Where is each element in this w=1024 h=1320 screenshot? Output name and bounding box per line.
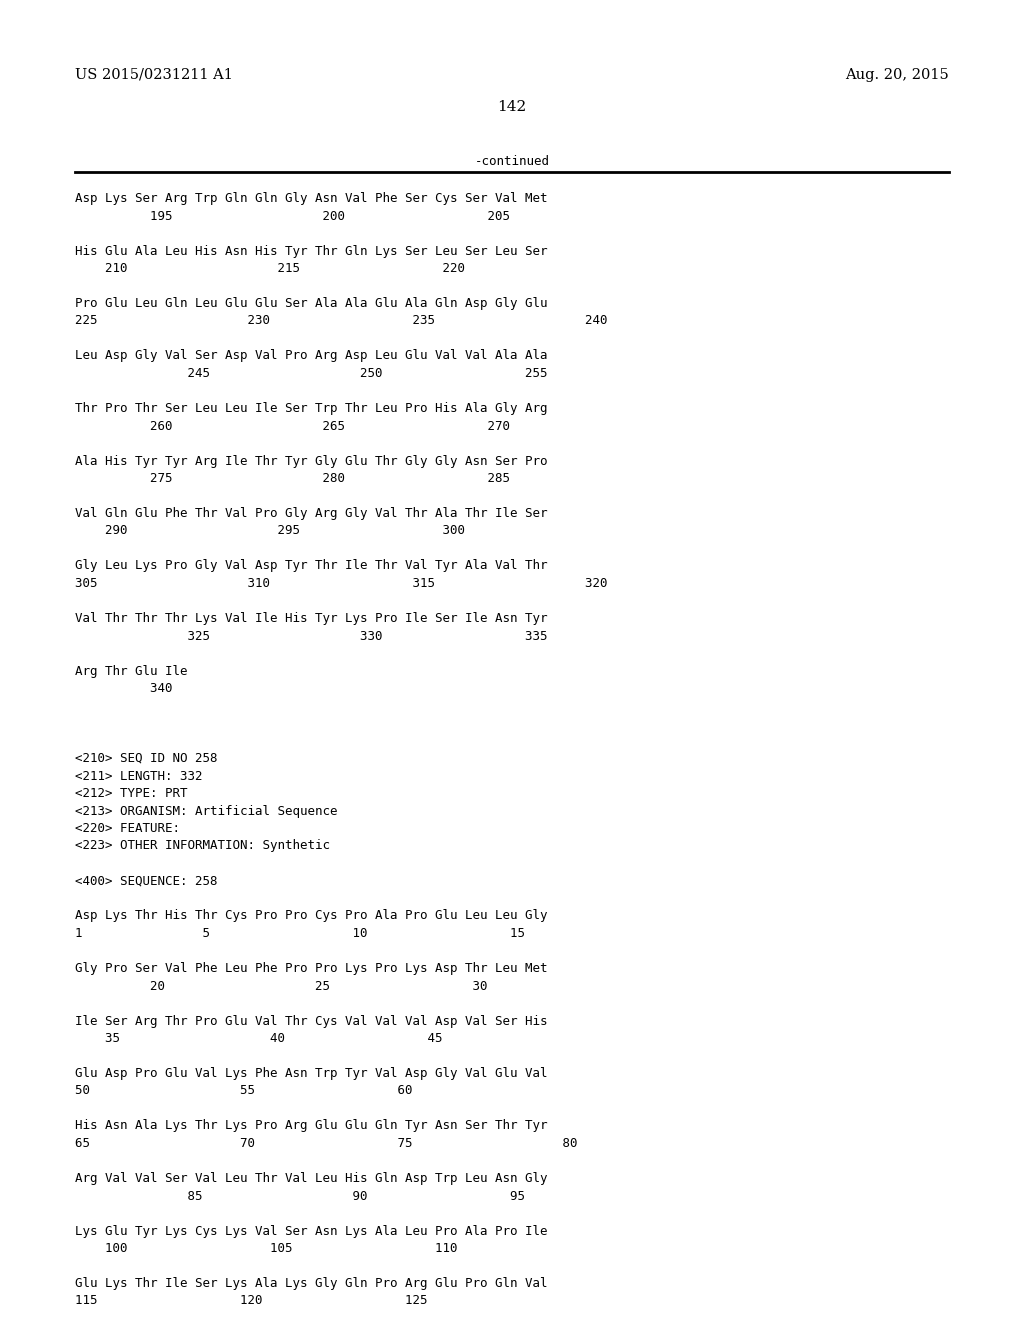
- Text: <213> ORGANISM: Artificial Sequence: <213> ORGANISM: Artificial Sequence: [75, 804, 338, 817]
- Text: 245                    250                   255: 245 250 255: [75, 367, 548, 380]
- Text: 195                    200                   205: 195 200 205: [75, 210, 510, 223]
- Text: <210> SEQ ID NO 258: <210> SEQ ID NO 258: [75, 752, 217, 766]
- Text: 50                    55                   60: 50 55 60: [75, 1085, 413, 1097]
- Text: <223> OTHER INFORMATION: Synthetic: <223> OTHER INFORMATION: Synthetic: [75, 840, 330, 853]
- Text: 290                    295                   300: 290 295 300: [75, 524, 465, 537]
- Text: 225                    230                   235                    240: 225 230 235 240: [75, 314, 607, 327]
- Text: Ile Ser Arg Thr Pro Glu Val Thr Cys Val Val Val Asp Val Ser His: Ile Ser Arg Thr Pro Glu Val Thr Cys Val …: [75, 1015, 548, 1027]
- Text: 275                    280                   285: 275 280 285: [75, 473, 510, 484]
- Text: 325                    330                   335: 325 330 335: [75, 630, 548, 643]
- Text: <211> LENGTH: 332: <211> LENGTH: 332: [75, 770, 203, 783]
- Text: Arg Val Val Ser Val Leu Thr Val Leu His Gln Asp Trp Leu Asn Gly: Arg Val Val Ser Val Leu Thr Val Leu His …: [75, 1172, 548, 1185]
- Text: <220> FEATURE:: <220> FEATURE:: [75, 822, 180, 836]
- Text: 20                    25                   30: 20 25 30: [75, 979, 487, 993]
- Text: Gly Pro Ser Val Phe Leu Phe Pro Pro Lys Pro Lys Asp Thr Leu Met: Gly Pro Ser Val Phe Leu Phe Pro Pro Lys …: [75, 962, 548, 975]
- Text: Leu Asp Gly Val Ser Asp Val Pro Arg Asp Leu Glu Val Val Ala Ala: Leu Asp Gly Val Ser Asp Val Pro Arg Asp …: [75, 350, 548, 363]
- Text: Arg Thr Glu Ile: Arg Thr Glu Ile: [75, 664, 187, 677]
- Text: His Glu Ala Leu His Asn His Tyr Thr Gln Lys Ser Leu Ser Leu Ser: His Glu Ala Leu His Asn His Tyr Thr Gln …: [75, 244, 548, 257]
- Text: Asp Lys Ser Arg Trp Gln Gln Gly Asn Val Phe Ser Cys Ser Val Met: Asp Lys Ser Arg Trp Gln Gln Gly Asn Val …: [75, 191, 548, 205]
- Text: 305                    310                   315                    320: 305 310 315 320: [75, 577, 607, 590]
- Text: Val Thr Thr Thr Lys Val Ile His Tyr Lys Pro Ile Ser Ile Asn Tyr: Val Thr Thr Thr Lys Val Ile His Tyr Lys …: [75, 612, 548, 624]
- Text: <400> SEQUENCE: 258: <400> SEQUENCE: 258: [75, 874, 217, 887]
- Text: 35                    40                   45: 35 40 45: [75, 1032, 442, 1045]
- Text: 260                    265                   270: 260 265 270: [75, 420, 510, 433]
- Text: Thr Pro Thr Ser Leu Leu Ile Ser Trp Thr Leu Pro His Ala Gly Arg: Thr Pro Thr Ser Leu Leu Ile Ser Trp Thr …: [75, 403, 548, 414]
- Text: US 2015/0231211 A1: US 2015/0231211 A1: [75, 69, 232, 82]
- Text: 85                    90                   95: 85 90 95: [75, 1189, 525, 1203]
- Text: Gly Leu Lys Pro Gly Val Asp Tyr Thr Ile Thr Val Tyr Ala Val Thr: Gly Leu Lys Pro Gly Val Asp Tyr Thr Ile …: [75, 560, 548, 573]
- Text: 65                    70                   75                    80: 65 70 75 80: [75, 1137, 578, 1150]
- Text: 142: 142: [498, 100, 526, 114]
- Text: 340: 340: [75, 682, 172, 696]
- Text: Glu Lys Thr Ile Ser Lys Ala Lys Gly Gln Pro Arg Glu Pro Gln Val: Glu Lys Thr Ile Ser Lys Ala Lys Gly Gln …: [75, 1276, 548, 1290]
- Text: Asp Lys Thr His Thr Cys Pro Pro Cys Pro Ala Pro Glu Leu Leu Gly: Asp Lys Thr His Thr Cys Pro Pro Cys Pro …: [75, 909, 548, 923]
- Text: Aug. 20, 2015: Aug. 20, 2015: [845, 69, 949, 82]
- Text: 100                   105                   110: 100 105 110: [75, 1242, 458, 1255]
- Text: Glu Asp Pro Glu Val Lys Phe Asn Trp Tyr Val Asp Gly Val Glu Val: Glu Asp Pro Glu Val Lys Phe Asn Trp Tyr …: [75, 1067, 548, 1080]
- Text: His Asn Ala Lys Thr Lys Pro Arg Glu Glu Gln Tyr Asn Ser Thr Tyr: His Asn Ala Lys Thr Lys Pro Arg Glu Glu …: [75, 1119, 548, 1133]
- Text: 210                    215                   220: 210 215 220: [75, 261, 465, 275]
- Text: 115                   120                   125: 115 120 125: [75, 1295, 427, 1308]
- Text: Val Gln Glu Phe Thr Val Pro Gly Arg Gly Val Thr Ala Thr Ile Ser: Val Gln Glu Phe Thr Val Pro Gly Arg Gly …: [75, 507, 548, 520]
- Text: <212> TYPE: PRT: <212> TYPE: PRT: [75, 787, 187, 800]
- Text: Lys Glu Tyr Lys Cys Lys Val Ser Asn Lys Ala Leu Pro Ala Pro Ile: Lys Glu Tyr Lys Cys Lys Val Ser Asn Lys …: [75, 1225, 548, 1238]
- Text: 1                5                   10                   15: 1 5 10 15: [75, 927, 525, 940]
- Text: Ala His Tyr Tyr Arg Ile Thr Tyr Gly Glu Thr Gly Gly Asn Ser Pro: Ala His Tyr Tyr Arg Ile Thr Tyr Gly Glu …: [75, 454, 548, 467]
- Text: -continued: -continued: [474, 154, 550, 168]
- Text: Pro Glu Leu Gln Leu Glu Glu Ser Ala Ala Glu Ala Gln Asp Gly Glu: Pro Glu Leu Gln Leu Glu Glu Ser Ala Ala …: [75, 297, 548, 310]
